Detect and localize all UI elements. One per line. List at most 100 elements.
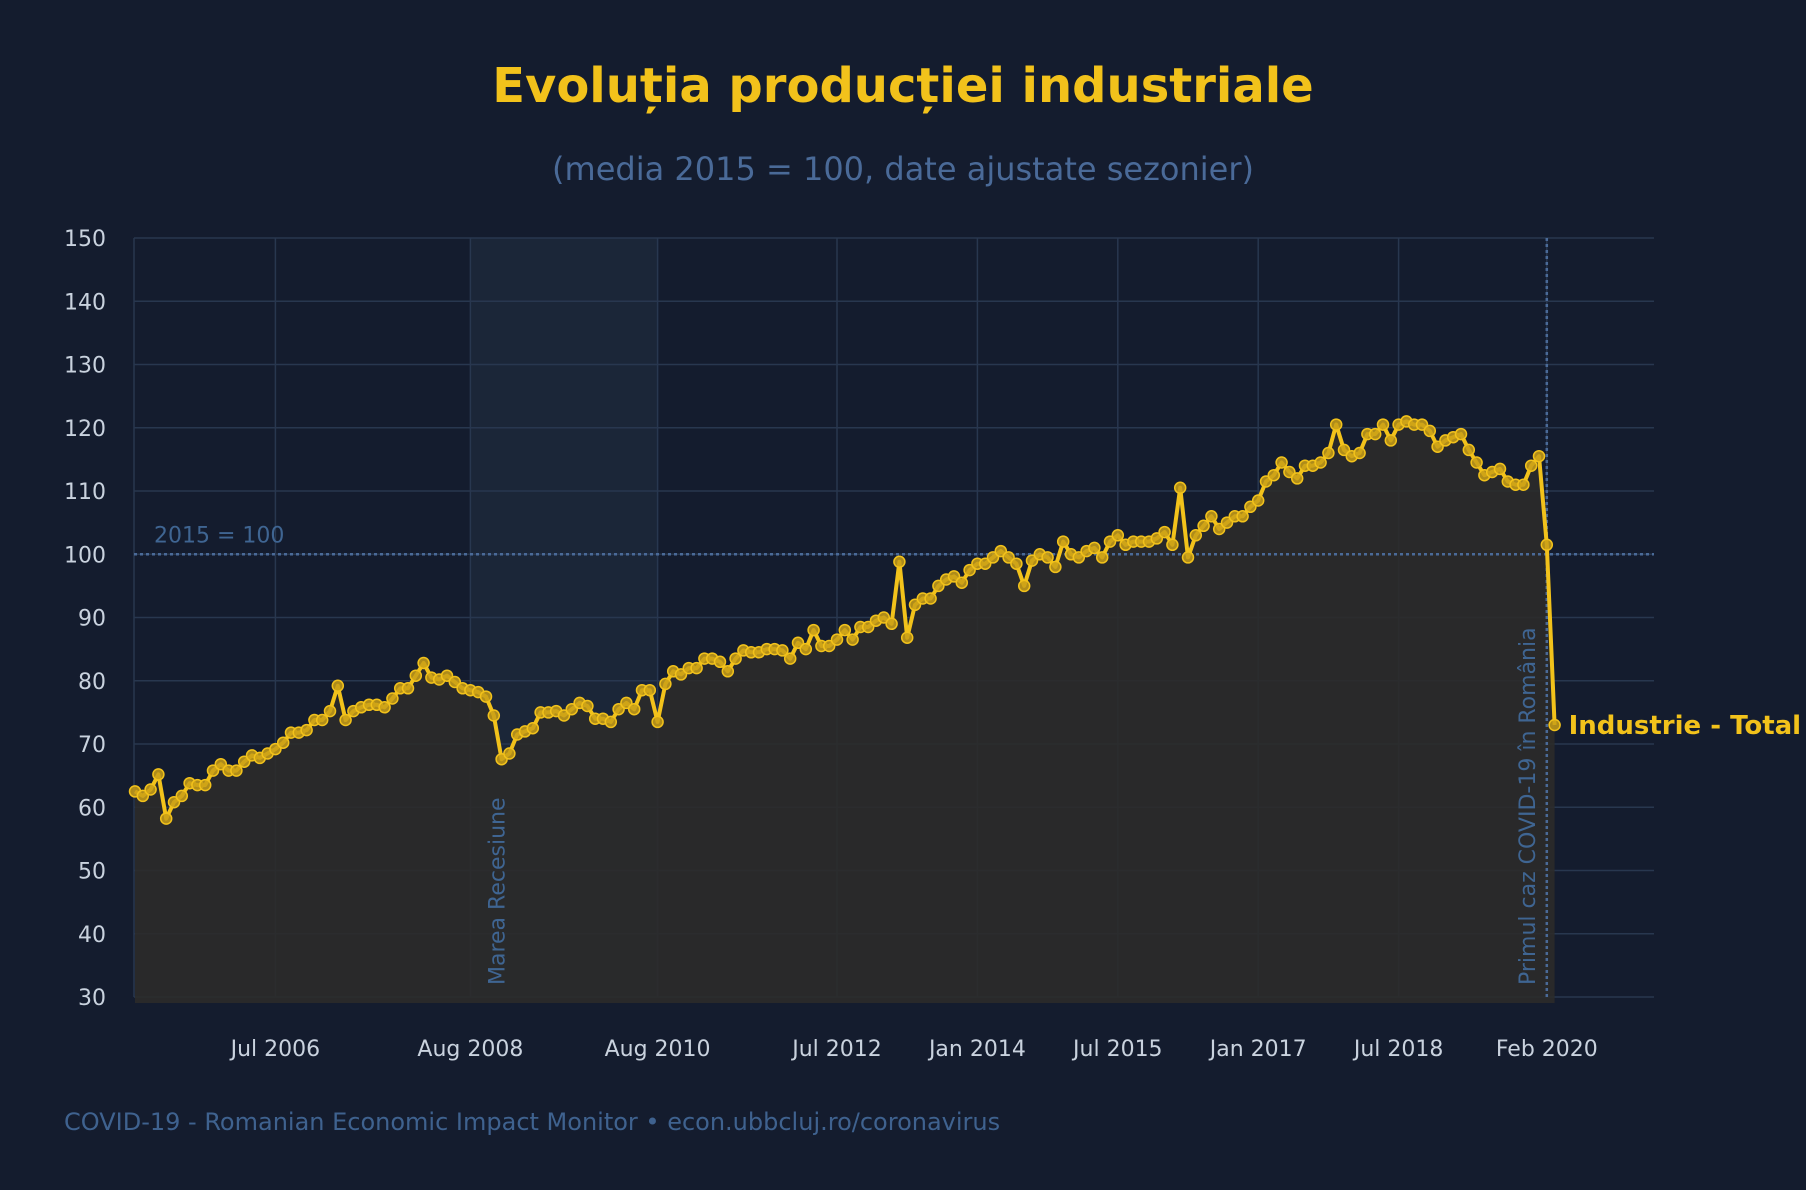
data-point: [627, 702, 641, 716]
data-point: [300, 723, 313, 737]
data-point: [1181, 551, 1195, 564]
chart-subtitle: (media 2015 = 100, date ajustate sezonie…: [552, 150, 1254, 188]
data-point: [581, 699, 594, 713]
data-point: [1041, 551, 1054, 564]
data-point: [1353, 446, 1366, 460]
data-point: [1205, 510, 1218, 523]
y-tick-label: 150: [64, 227, 106, 252]
data-point: [1290, 472, 1304, 485]
data-point: [1173, 481, 1187, 495]
data-point: [1532, 449, 1546, 463]
data-point: [315, 713, 329, 727]
data-point: [1470, 456, 1483, 469]
y-tick-label: 100: [64, 543, 106, 568]
data-point: [846, 633, 859, 646]
data-point: [924, 592, 937, 605]
data-point: [1197, 519, 1210, 533]
data-point: [1454, 427, 1468, 441]
data-point: [799, 642, 813, 656]
data-point: [1368, 427, 1382, 441]
data-point: [230, 764, 243, 777]
data-point: [1158, 525, 1171, 539]
y-tick-label: 30: [78, 986, 106, 1011]
data-point: [401, 682, 415, 695]
y-tick-label: 50: [78, 860, 106, 885]
data-point: [1267, 468, 1281, 482]
data-point: [651, 715, 664, 729]
data-point: [503, 747, 516, 760]
data-point: [1010, 557, 1023, 570]
y-tick-label: 130: [64, 354, 106, 379]
x-tick-label: Aug 2010: [605, 1037, 711, 1062]
y-tick-label: 70: [78, 733, 106, 758]
data-point: [1376, 418, 1390, 431]
reference-line-label: 2015 = 100: [154, 523, 284, 548]
data-point: [1329, 418, 1343, 431]
data-point: [713, 655, 727, 669]
data-point: [1251, 494, 1265, 507]
data-point: [198, 778, 212, 792]
data-point: [1314, 456, 1327, 469]
x-tick-label: Jan 2014: [927, 1037, 1026, 1062]
x-tick-label: Jul 2015: [1071, 1037, 1163, 1062]
data-point: [783, 652, 797, 665]
data-point: [1236, 510, 1249, 523]
x-tick-label: Jul 2012: [790, 1037, 882, 1062]
data-point: [830, 633, 844, 646]
data-point: [331, 679, 345, 693]
chart-title: Evoluția producției industriale: [492, 58, 1314, 114]
data-point: [479, 690, 493, 703]
data-point: [1049, 560, 1062, 574]
y-tick-label: 40: [78, 923, 106, 948]
y-tick-label: 120: [64, 417, 106, 442]
data-point: [1423, 424, 1437, 438]
data-point: [643, 683, 657, 697]
series-area: [135, 421, 1555, 1003]
data-point: [885, 617, 898, 631]
data-point: [417, 656, 430, 670]
data-point: [1017, 579, 1031, 593]
data-point: [1095, 551, 1109, 564]
data-point: [339, 713, 352, 727]
data-point: [323, 704, 337, 718]
data-point: [159, 812, 173, 825]
y-tick-label: 140: [64, 290, 106, 315]
data-point: [1088, 541, 1101, 555]
data-point: [1166, 538, 1179, 552]
data-point: [1548, 718, 1561, 732]
data-point: [276, 736, 290, 749]
data-point: [955, 576, 969, 589]
data-point: [604, 715, 618, 729]
data-point: [1524, 459, 1538, 472]
data-point: [386, 692, 399, 705]
data-point: [1322, 446, 1335, 460]
x-tick-label: Jul 2006: [229, 1037, 321, 1062]
data-point: [1493, 462, 1507, 476]
data-point: [1462, 443, 1476, 457]
recession-label: Marea Recesiune: [485, 798, 510, 986]
data-point: [659, 677, 672, 691]
data-point: [487, 709, 501, 722]
x-tick-label: Aug 2008: [417, 1037, 523, 1062]
data-point: [409, 669, 423, 682]
data-point: [1111, 529, 1125, 542]
y-tick-label: 90: [78, 607, 106, 632]
data-point: [526, 721, 540, 735]
footer-source: COVID-19 - Romanian Economic Impact Moni…: [64, 1108, 1001, 1136]
data-point: [807, 623, 820, 637]
y-tick-label: 110: [64, 480, 106, 505]
data-point: [721, 665, 735, 678]
data-point: [900, 631, 914, 644]
data-point: [144, 783, 157, 796]
data-point: [1275, 456, 1288, 469]
data-point: [378, 701, 391, 714]
data-point: [690, 661, 703, 675]
data-point: [152, 768, 165, 781]
data-point: [776, 644, 789, 657]
data-point: [893, 555, 906, 569]
data-point: [729, 652, 742, 665]
y-tick-label: 80: [78, 670, 106, 695]
event-line-label: Primul caz COVID-19 în România: [1516, 627, 1541, 985]
x-tick-label: Jan 2017: [1208, 1037, 1307, 1062]
